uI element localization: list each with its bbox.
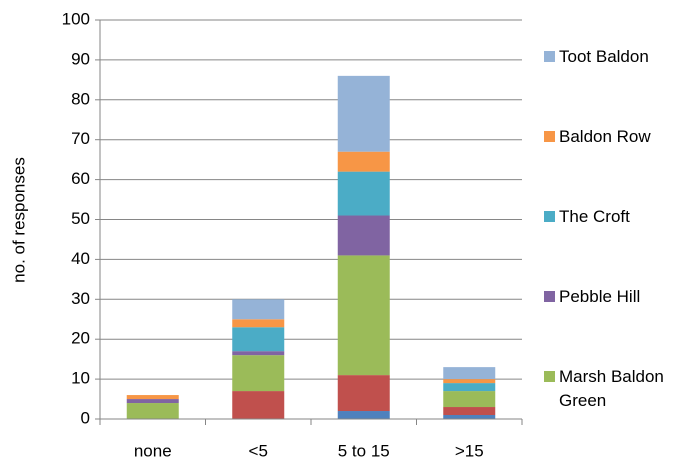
legend-item: Marsh Baldon Green <box>544 365 693 413</box>
bar-segment <box>337 75 390 152</box>
legend-label: The Croft <box>559 207 630 226</box>
legend-swatch <box>544 371 555 382</box>
y-tick-label: 100 <box>62 9 90 28</box>
legend-swatch <box>544 291 555 302</box>
legend-label: Pebble Hill <box>559 287 641 306</box>
bar-segment <box>337 151 390 172</box>
bar-segment <box>232 299 285 320</box>
y-tick-label: 50 <box>71 209 90 228</box>
y-tick-label: 10 <box>71 369 90 388</box>
bar-segment <box>337 411 390 419</box>
y-tick-label: 90 <box>71 49 90 68</box>
x-tick-label: none <box>134 441 172 460</box>
bar-segment <box>232 355 285 392</box>
bar-segment <box>337 375 390 412</box>
y-tick-label: 80 <box>71 89 90 108</box>
bar-segment <box>337 171 390 216</box>
bar-segment <box>443 391 496 408</box>
y-tick-label: 0 <box>81 408 90 427</box>
legend-swatch <box>544 131 555 142</box>
y-tick-label: 20 <box>71 329 90 348</box>
legend-item: Baldon Row <box>544 125 693 149</box>
legend-label: Toot Baldon <box>559 47 649 66</box>
bar-segment <box>232 319 285 328</box>
x-tick-label: 5 to 15 <box>338 441 390 460</box>
y-tick-label: 40 <box>71 249 90 268</box>
bar-segment <box>443 367 496 380</box>
y-axis-label: no. of responses <box>9 157 28 283</box>
bar-segment <box>126 399 179 404</box>
bar-segment <box>232 327 285 352</box>
legend-item: The Croft <box>544 205 693 229</box>
legend-swatch <box>544 51 555 62</box>
bar-segment <box>443 407 496 416</box>
y-tick-label: 60 <box>71 169 90 188</box>
legend-label: Baldon Row <box>559 127 651 146</box>
bar-segment <box>443 383 496 392</box>
x-tick-label: <5 <box>249 441 268 460</box>
y-tick-label: 30 <box>71 289 90 308</box>
bar-segment <box>337 215 390 256</box>
bar-segment <box>126 403 179 419</box>
bar-segment <box>232 351 285 356</box>
x-tick-label: >15 <box>455 441 484 460</box>
legend-item: Pebble Hill <box>544 285 693 309</box>
bar-segment <box>232 391 285 419</box>
bar-segment <box>443 415 496 419</box>
bar-segment <box>337 255 390 376</box>
legend-label: Marsh Baldon Green <box>559 367 664 410</box>
bar-segment <box>443 379 496 384</box>
y-tick-label: 70 <box>71 129 90 148</box>
legend-swatch <box>544 211 555 222</box>
legend-item: Toot Baldon <box>544 45 693 69</box>
bar-segment <box>126 395 179 400</box>
